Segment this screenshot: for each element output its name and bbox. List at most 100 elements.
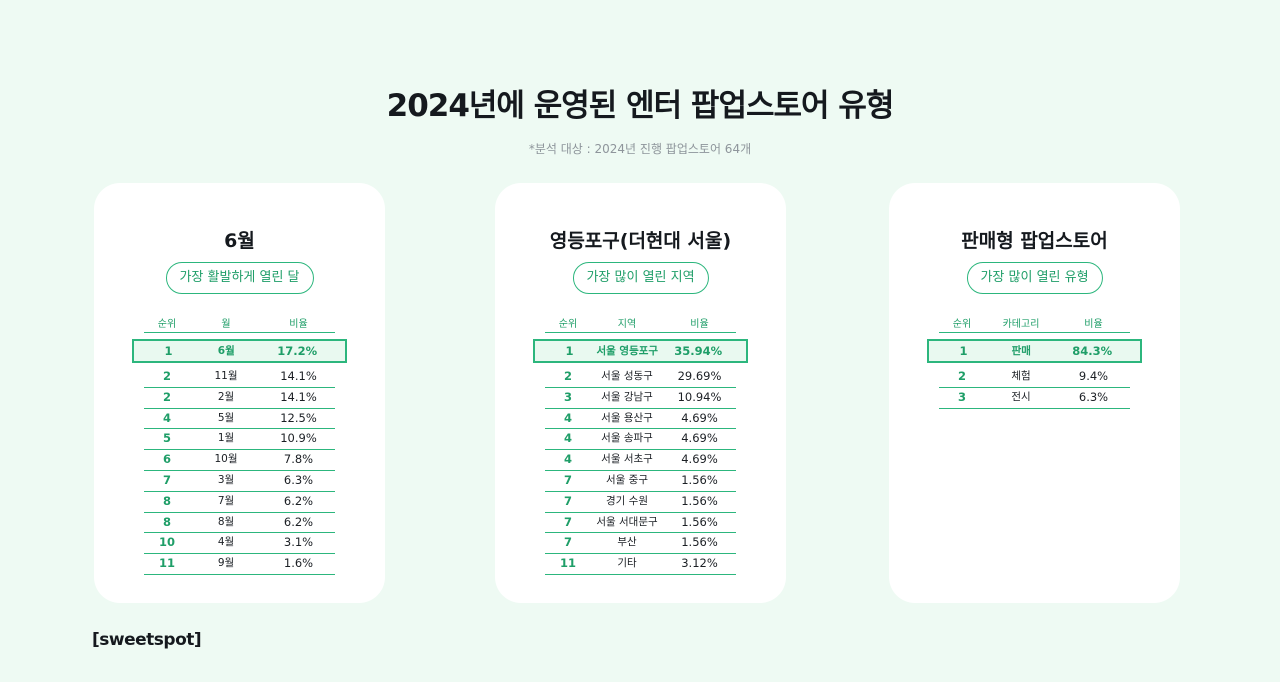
rank-cell: 1 — [164, 344, 173, 358]
label-cell: 3월 — [217, 473, 235, 486]
table-row: 7 서울 중구 1.56% — [545, 471, 736, 492]
label-cell: 1월 — [217, 432, 235, 445]
table-row-top-rank: 1 판매 84.3% — [927, 339, 1142, 363]
rank-cell: 11 — [559, 556, 576, 571]
rank-cell: 2 — [162, 369, 171, 383]
ratio-cell: 35.94% — [674, 344, 723, 358]
table-row: 3 전시 6.3% — [939, 388, 1130, 409]
label-cell: 서울 서초구 — [601, 453, 653, 466]
card-badge: 가장 많이 열린 유형 — [966, 262, 1103, 294]
column-header: 월 — [221, 319, 231, 330]
rank-cell: 1 — [565, 344, 574, 358]
rank-cell: 7 — [563, 535, 572, 550]
label-cell: 서울 성동구 — [601, 370, 653, 382]
rank-cell: 5 — [162, 431, 171, 446]
table-row: 6 10월 7.8% — [144, 450, 335, 471]
table-row: 4 5월 12.5% — [144, 409, 335, 430]
column-header: 카테고리 — [1002, 319, 1040, 330]
rank-cell: 8 — [162, 493, 171, 508]
label-cell: 7월 — [217, 494, 235, 507]
table-row: 4 서울 송파구 4.69% — [545, 429, 736, 451]
rank-cell: 4 — [563, 452, 572, 467]
rank-cell: 2 — [957, 369, 966, 383]
label-cell: 서울 용산구 — [601, 411, 653, 424]
table-row: 2 서울 성동구 29.69% — [545, 367, 736, 388]
column-header: 순위 — [157, 319, 177, 330]
label-cell: 경기 수원 — [606, 494, 648, 507]
table-row: 11 기타 3.12% — [545, 554, 736, 575]
table-header: 순위 월 비율 — [144, 319, 335, 333]
ratio-cell: 1.56% — [681, 514, 718, 529]
ratio-cell: 4.69% — [681, 410, 718, 425]
ratio-cell: 4.69% — [681, 431, 718, 446]
rank-cell: 7 — [563, 514, 572, 529]
card-title: 영등포구(더현대 서울) — [549, 230, 732, 252]
table-row: 4 서울 서초구 4.69% — [545, 450, 736, 471]
label-cell: 4월 — [217, 536, 235, 549]
ratio-cell: 10.9% — [280, 431, 317, 446]
label-cell: 2월 — [217, 390, 235, 403]
card-badge: 가장 많이 열린 지역 — [572, 262, 709, 294]
label-cell: 서울 강남구 — [601, 390, 653, 403]
ratio-cell: 29.69% — [677, 369, 722, 383]
label-cell: 10월 — [214, 453, 238, 466]
ranking-table: 순위 지역 비율 1 서울 영등포구 35.94% 2 서울 성동구 29.69% 3 서울 강남구… — [533, 319, 748, 575]
table-row: 2 2월 14.1% — [144, 388, 335, 409]
rank-cell: 7 — [563, 472, 572, 487]
card-title: 6월 — [224, 230, 255, 252]
label-cell: 8월 — [217, 515, 235, 528]
page-subtitle: *분석 대상 : 2024년 진행 팝업스토어 64개 — [528, 142, 752, 156]
column-header: 순위 — [558, 319, 578, 330]
card-type: 판매형 팝업스토어 가장 많이 열린 유형 순위 카테고리 비율 1 판매 84.3% 2 체… — [889, 183, 1180, 603]
table-row-top-rank: 1 6월 17.2% — [132, 339, 347, 363]
table-row: 2 체험 9.4% — [939, 367, 1130, 388]
rank-cell: 2 — [162, 389, 171, 404]
rank-cell: 7 — [563, 493, 572, 508]
column-header: 지역 — [617, 319, 637, 330]
label-cell: 전시 — [1011, 390, 1031, 403]
card-month: 6월 가장 활발하게 열린 달 순위 월 비율 1 6월 17.2% 2 11월 14.1% 2 2… — [94, 183, 385, 603]
ratio-cell: 1.56% — [681, 493, 718, 508]
ratio-cell: 6.3% — [1078, 389, 1109, 404]
ratio-cell: 17.2% — [277, 344, 318, 358]
ratio-cell: 1.6% — [283, 556, 314, 571]
rank-cell: 3 — [957, 389, 966, 404]
ratio-cell: 1.56% — [681, 535, 718, 550]
column-header: 순위 — [952, 319, 972, 330]
ratio-cell: 6.2% — [283, 493, 314, 508]
label-cell: 서울 영등포구 — [596, 345, 659, 357]
rank-cell: 4 — [563, 431, 572, 446]
label-cell: 부산 — [617, 536, 637, 549]
table-row-top-rank: 1 서울 영등포구 35.94% — [533, 339, 748, 363]
ratio-cell: 14.1% — [280, 389, 317, 404]
table-row: 11 9월 1.6% — [144, 554, 335, 575]
rank-cell: 10 — [158, 535, 175, 550]
rank-cell: 6 — [162, 452, 171, 467]
table-row: 2 11월 14.1% — [144, 367, 335, 388]
rank-cell: 3 — [563, 389, 572, 404]
label-cell: 서울 송파구 — [601, 432, 653, 445]
rank-cell: 4 — [162, 410, 171, 425]
card-region: 영등포구(더현대 서울) 가장 많이 열린 지역 순위 지역 비율 1 서울 영등포구 3… — [495, 183, 786, 603]
rank-cell: 4 — [563, 410, 572, 425]
rank-cell: 1 — [959, 344, 968, 358]
table-row: 3 서울 강남구 10.94% — [545, 388, 736, 409]
table-row: 7 경기 수원 1.56% — [545, 492, 736, 513]
label-cell: 서울 서대문구 — [596, 515, 658, 528]
label-cell: 체험 — [1011, 370, 1031, 382]
table-row: 7 부산 1.56% — [545, 533, 736, 555]
label-cell: 기타 — [617, 557, 637, 570]
ratio-cell: 14.1% — [280, 369, 317, 383]
ratio-cell: 12.5% — [280, 410, 317, 425]
table-row: 8 7월 6.2% — [144, 492, 335, 513]
table-header: 순위 카테고리 비율 — [939, 319, 1130, 333]
label-cell: 서울 중구 — [606, 473, 648, 486]
label-cell: 11월 — [214, 370, 238, 382]
rank-cell: 2 — [563, 369, 572, 383]
ranking-table: 순위 월 비율 1 6월 17.2% 2 11월 14.1% 2 2월 14.1% 4 5월 12.5% 5 1… — [132, 319, 347, 575]
table-row: 10 4월 3.1% — [144, 533, 335, 555]
table-row: 7 3월 6.3% — [144, 471, 335, 492]
column-header: 비율 — [690, 319, 709, 330]
rank-cell: 7 — [162, 472, 171, 487]
ratio-cell: 7.8% — [283, 452, 314, 467]
